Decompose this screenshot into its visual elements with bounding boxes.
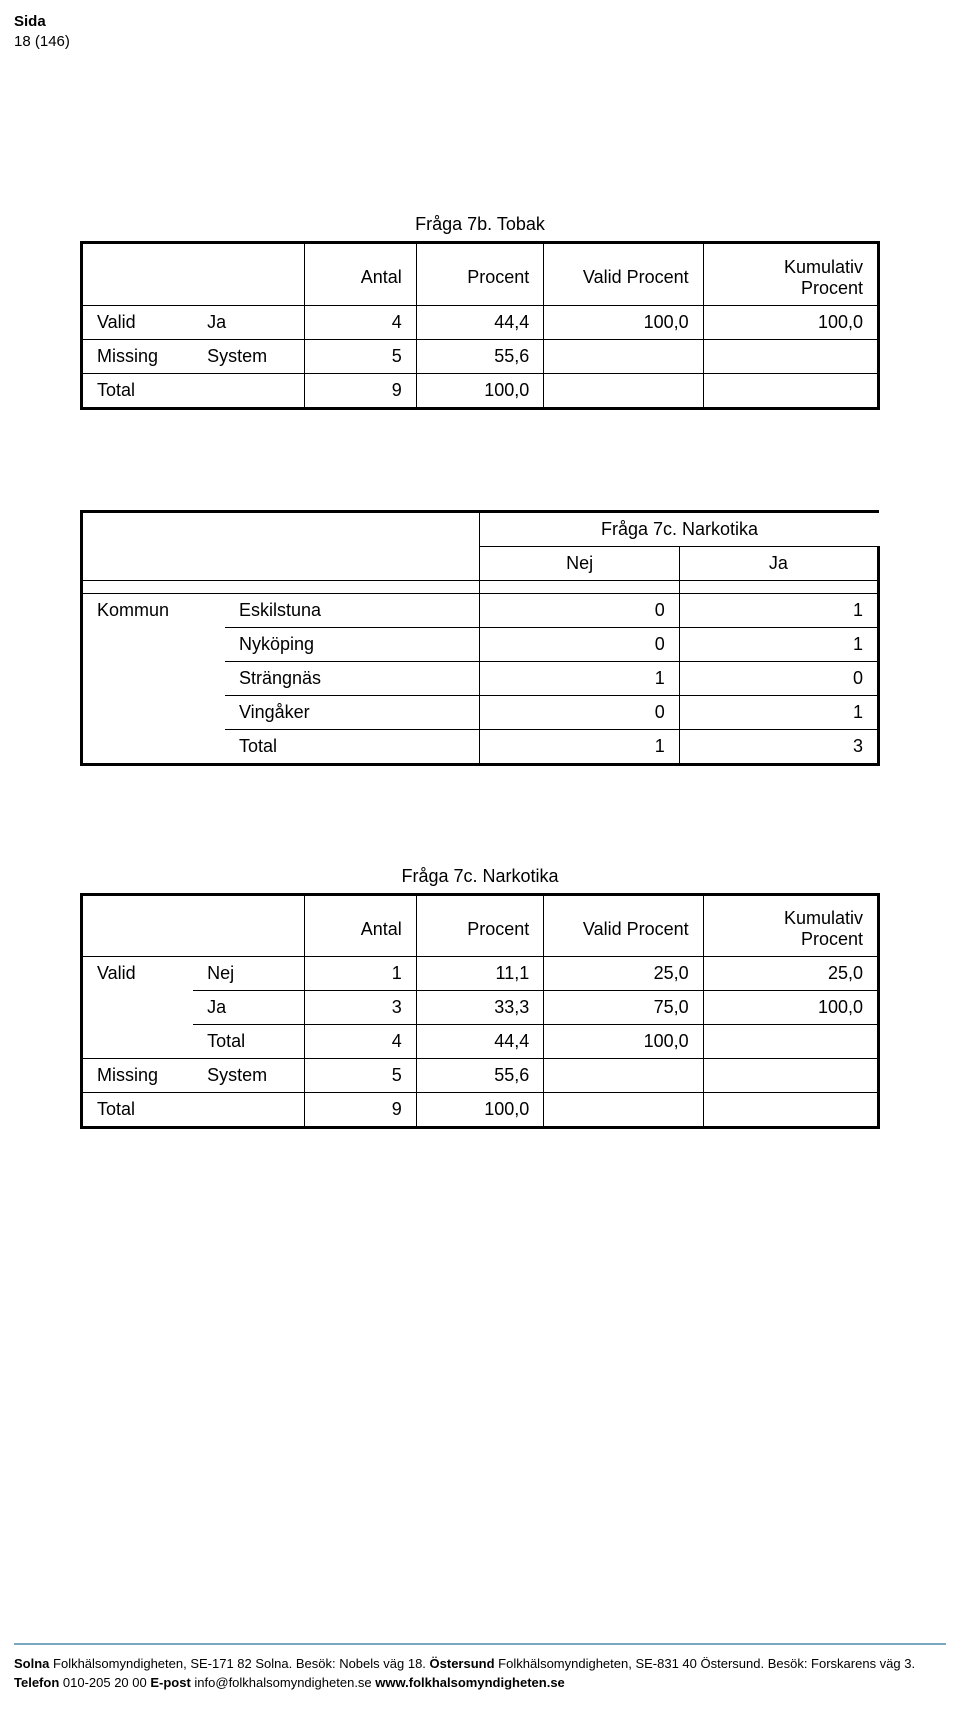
crosstab: Fråga 7c. Narkotika Nej Ja Kommun Eskils… [80,510,880,766]
table-row: Nyköping 0 1 [82,627,879,661]
table-row: Total 9 100,0 [82,373,879,408]
col-ja: Ja [679,546,878,580]
table-row: Missing System 5 55,6 [82,339,879,373]
table1-title: Fråga 7b. Tobak [80,214,880,235]
table3: Antal Procent Valid Procent Kumulativ Pr… [80,893,880,1130]
col-kumulativ: Kumulativ Procent [703,251,878,306]
page-header: Sida 18 (146) [14,12,70,51]
table-row: Valid Nej 1 11,1 25,0 25,0 [82,957,879,991]
col-antal: Antal [305,902,417,957]
table-row: Total 1 3 [82,729,879,764]
table3-title: Fråga 7c. Narkotika [80,866,880,887]
sida-label: Sida [14,12,70,32]
table-row: Total 9 100,0 [82,1093,879,1128]
page-number: 18 (146) [14,32,70,52]
col-nej: Nej [480,546,679,580]
footer-rule [14,1643,946,1645]
table1: Antal Procent Valid Procent Kumulativ Pr… [80,241,880,410]
crosstab-title: Fråga 7c. Narkotika [480,511,879,546]
table-row: Kommun Eskilstuna 0 1 [82,593,879,627]
col-procent: Procent [416,251,544,306]
footer-line-1: Solna Folkhälsomyndigheten, SE-171 82 So… [14,1655,946,1674]
table-row: Total 4 44,4 100,0 [82,1025,879,1059]
col-procent: Procent [416,902,544,957]
table-row: Missing System 5 55,6 [82,1059,879,1093]
col-kumulativ: Kumulativ Procent [703,902,878,957]
table-row: Vingåker 0 1 [82,695,879,729]
page-footer: Solna Folkhälsomyndigheten, SE-171 82 So… [14,1643,946,1693]
table-row: Ja 3 33,3 75,0 100,0 [82,991,879,1025]
table-row: Valid Ja 4 44,4 100,0 100,0 [82,305,879,339]
table-row: Strängnäs 1 0 [82,661,879,695]
col-valid-procent: Valid Procent [544,251,703,306]
footer-line-2: Telefon 010-205 20 00 E-post info@folkha… [14,1674,946,1693]
col-antal: Antal [305,251,417,306]
col-valid-procent: Valid Procent [544,902,703,957]
